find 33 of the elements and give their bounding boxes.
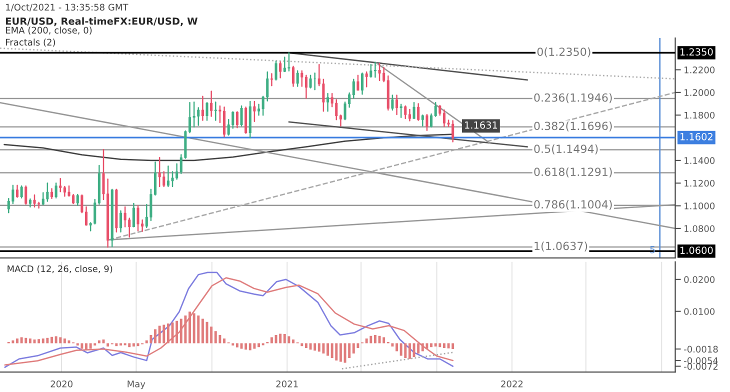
data-label: 1.1631	[465, 121, 498, 129]
text: EMA (200, close, 0)	[6, 26, 92, 35]
x-tick-label: 2021	[276, 380, 298, 388]
y-tick-label: 1.1200	[684, 180, 715, 187]
ref-line-label: 1.2350	[680, 48, 713, 56]
ref-line-label: 1(1.0637)	[534, 242, 588, 252]
ref-line-label: 0.786(1.1004)	[534, 200, 612, 210]
y-tick-label: 0.0200	[684, 276, 715, 283]
ref-line-label: 0.5(1.1494)	[534, 144, 598, 154]
y-tick-label: 0.0100	[684, 308, 715, 315]
ref-line-label: 5	[650, 246, 655, 254]
y-tick-label: -0.0018	[684, 346, 718, 353]
x-tick-label: 2022	[501, 380, 523, 388]
x-tick-label: 2020	[50, 380, 72, 388]
ref-line-label: 0.382(1.1696)	[534, 122, 612, 132]
y-tick-label: 1.2000	[684, 89, 715, 96]
annotation: 0(1.2350)	[537, 47, 590, 58]
x-tick-label: May	[128, 380, 146, 390]
ref-line-label: 0.236(1.1946)	[534, 93, 612, 104]
ref-line-label: 0.618(1.1291)	[534, 167, 612, 178]
text: 1/Oct/2021 - 13:35:58 GMT	[6, 4, 128, 12]
y-tick-label: 1.1000	[684, 202, 715, 210]
annotation: MACD (12, 26, close, 9)	[8, 265, 112, 274]
y-tick-label: 1.1800	[684, 112, 715, 119]
ref-line-label: 1.1602	[680, 133, 712, 140]
ref-line-label: 1.0600	[680, 246, 713, 254]
y-tick-label: 1.2200	[684, 66, 715, 74]
y-tick-label: -0.0072	[684, 362, 718, 370]
chart-title: EUR/USD, Real-timeFX:EUR/USD, W	[6, 17, 198, 26]
y-tick-label: -0.0054	[684, 357, 718, 364]
y-tick-label: 1.0800	[684, 225, 715, 232]
annotation: Fractals (2)	[6, 38, 56, 47]
y-tick-label: 1.1400	[684, 157, 715, 164]
